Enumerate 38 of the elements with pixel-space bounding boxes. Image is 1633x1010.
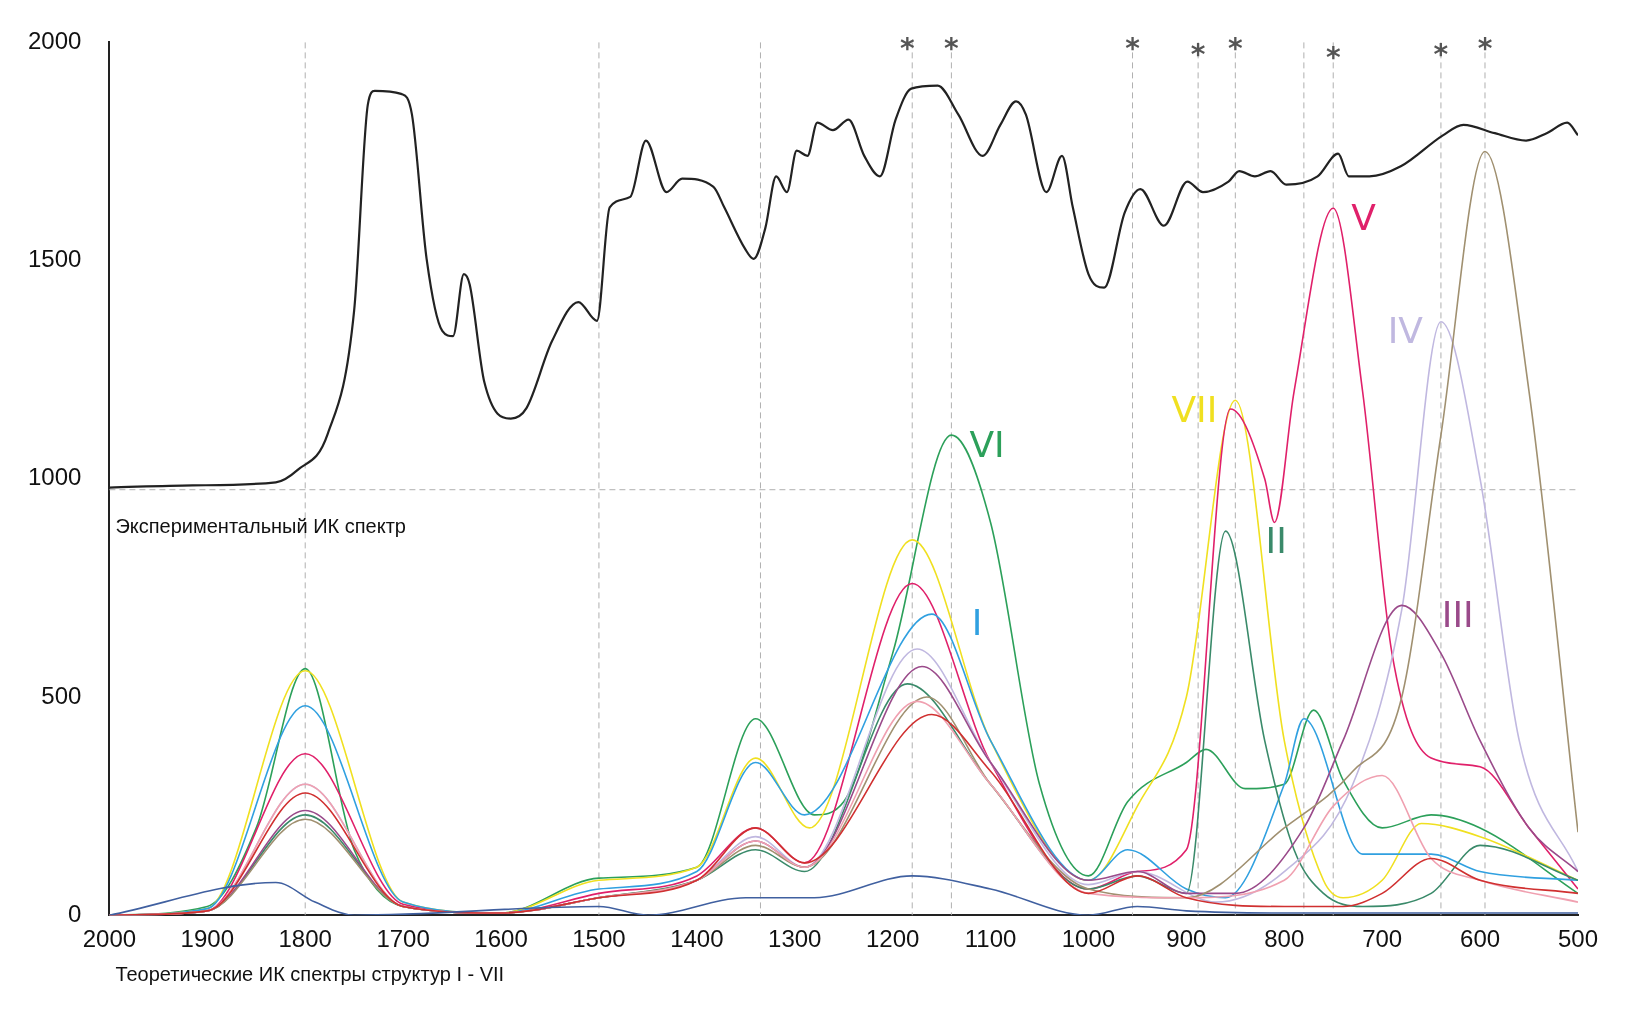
series-label: II xyxy=(1265,519,1287,561)
y-tick-label: 1500 xyxy=(28,245,82,273)
x-tick-label: 1400 xyxy=(670,925,724,953)
series-label: IV xyxy=(1387,310,1424,352)
x-tick-label: 2000 xyxy=(82,925,137,953)
annotation: * xyxy=(1433,38,1449,72)
y-tick-label: 1000 xyxy=(28,463,82,491)
x-tick-label: 700 xyxy=(1362,925,1403,953)
x-tick-label: 800 xyxy=(1264,925,1305,953)
series-label: III xyxy=(1441,593,1474,635)
x-tick-label: 1100 xyxy=(964,925,1017,953)
y-tick-label: 0 xyxy=(68,899,82,927)
annotation: * xyxy=(1477,31,1493,65)
x-tick-label: 1500 xyxy=(572,925,626,953)
series-label: VII xyxy=(1171,388,1218,430)
annotation: * xyxy=(1125,31,1141,65)
text: Теоретические ИК спектры структур I - VII xyxy=(115,962,505,985)
annotation: * xyxy=(944,31,960,65)
annotation: * xyxy=(1228,31,1243,65)
x-tick-label: 1600 xyxy=(474,925,528,953)
x-tick-label: 1000 xyxy=(1061,925,1116,953)
annotation: * xyxy=(900,31,916,65)
y-tick-label: 2000 xyxy=(28,27,82,55)
series-label: I xyxy=(971,602,983,644)
annotation: * xyxy=(1325,40,1341,74)
x-tick-label: 500 xyxy=(1557,925,1599,953)
x-tick-label: 1200 xyxy=(865,925,920,953)
series-label: V xyxy=(1351,196,1377,238)
x-tick-label: 600 xyxy=(1460,925,1501,953)
y-tick-label: 500 xyxy=(41,681,82,709)
x-tick-label: 1700 xyxy=(376,925,430,953)
x-tick-label: 900 xyxy=(1166,925,1207,953)
annotation: Экспериментальный ИК спектр xyxy=(115,515,406,538)
x-tick-label: 1300 xyxy=(768,925,822,953)
x-tick-label: 1900 xyxy=(180,925,234,953)
x-tick-label: 1800 xyxy=(278,925,332,953)
series-label: VI xyxy=(969,423,1005,465)
annotation: * xyxy=(1190,38,1206,72)
